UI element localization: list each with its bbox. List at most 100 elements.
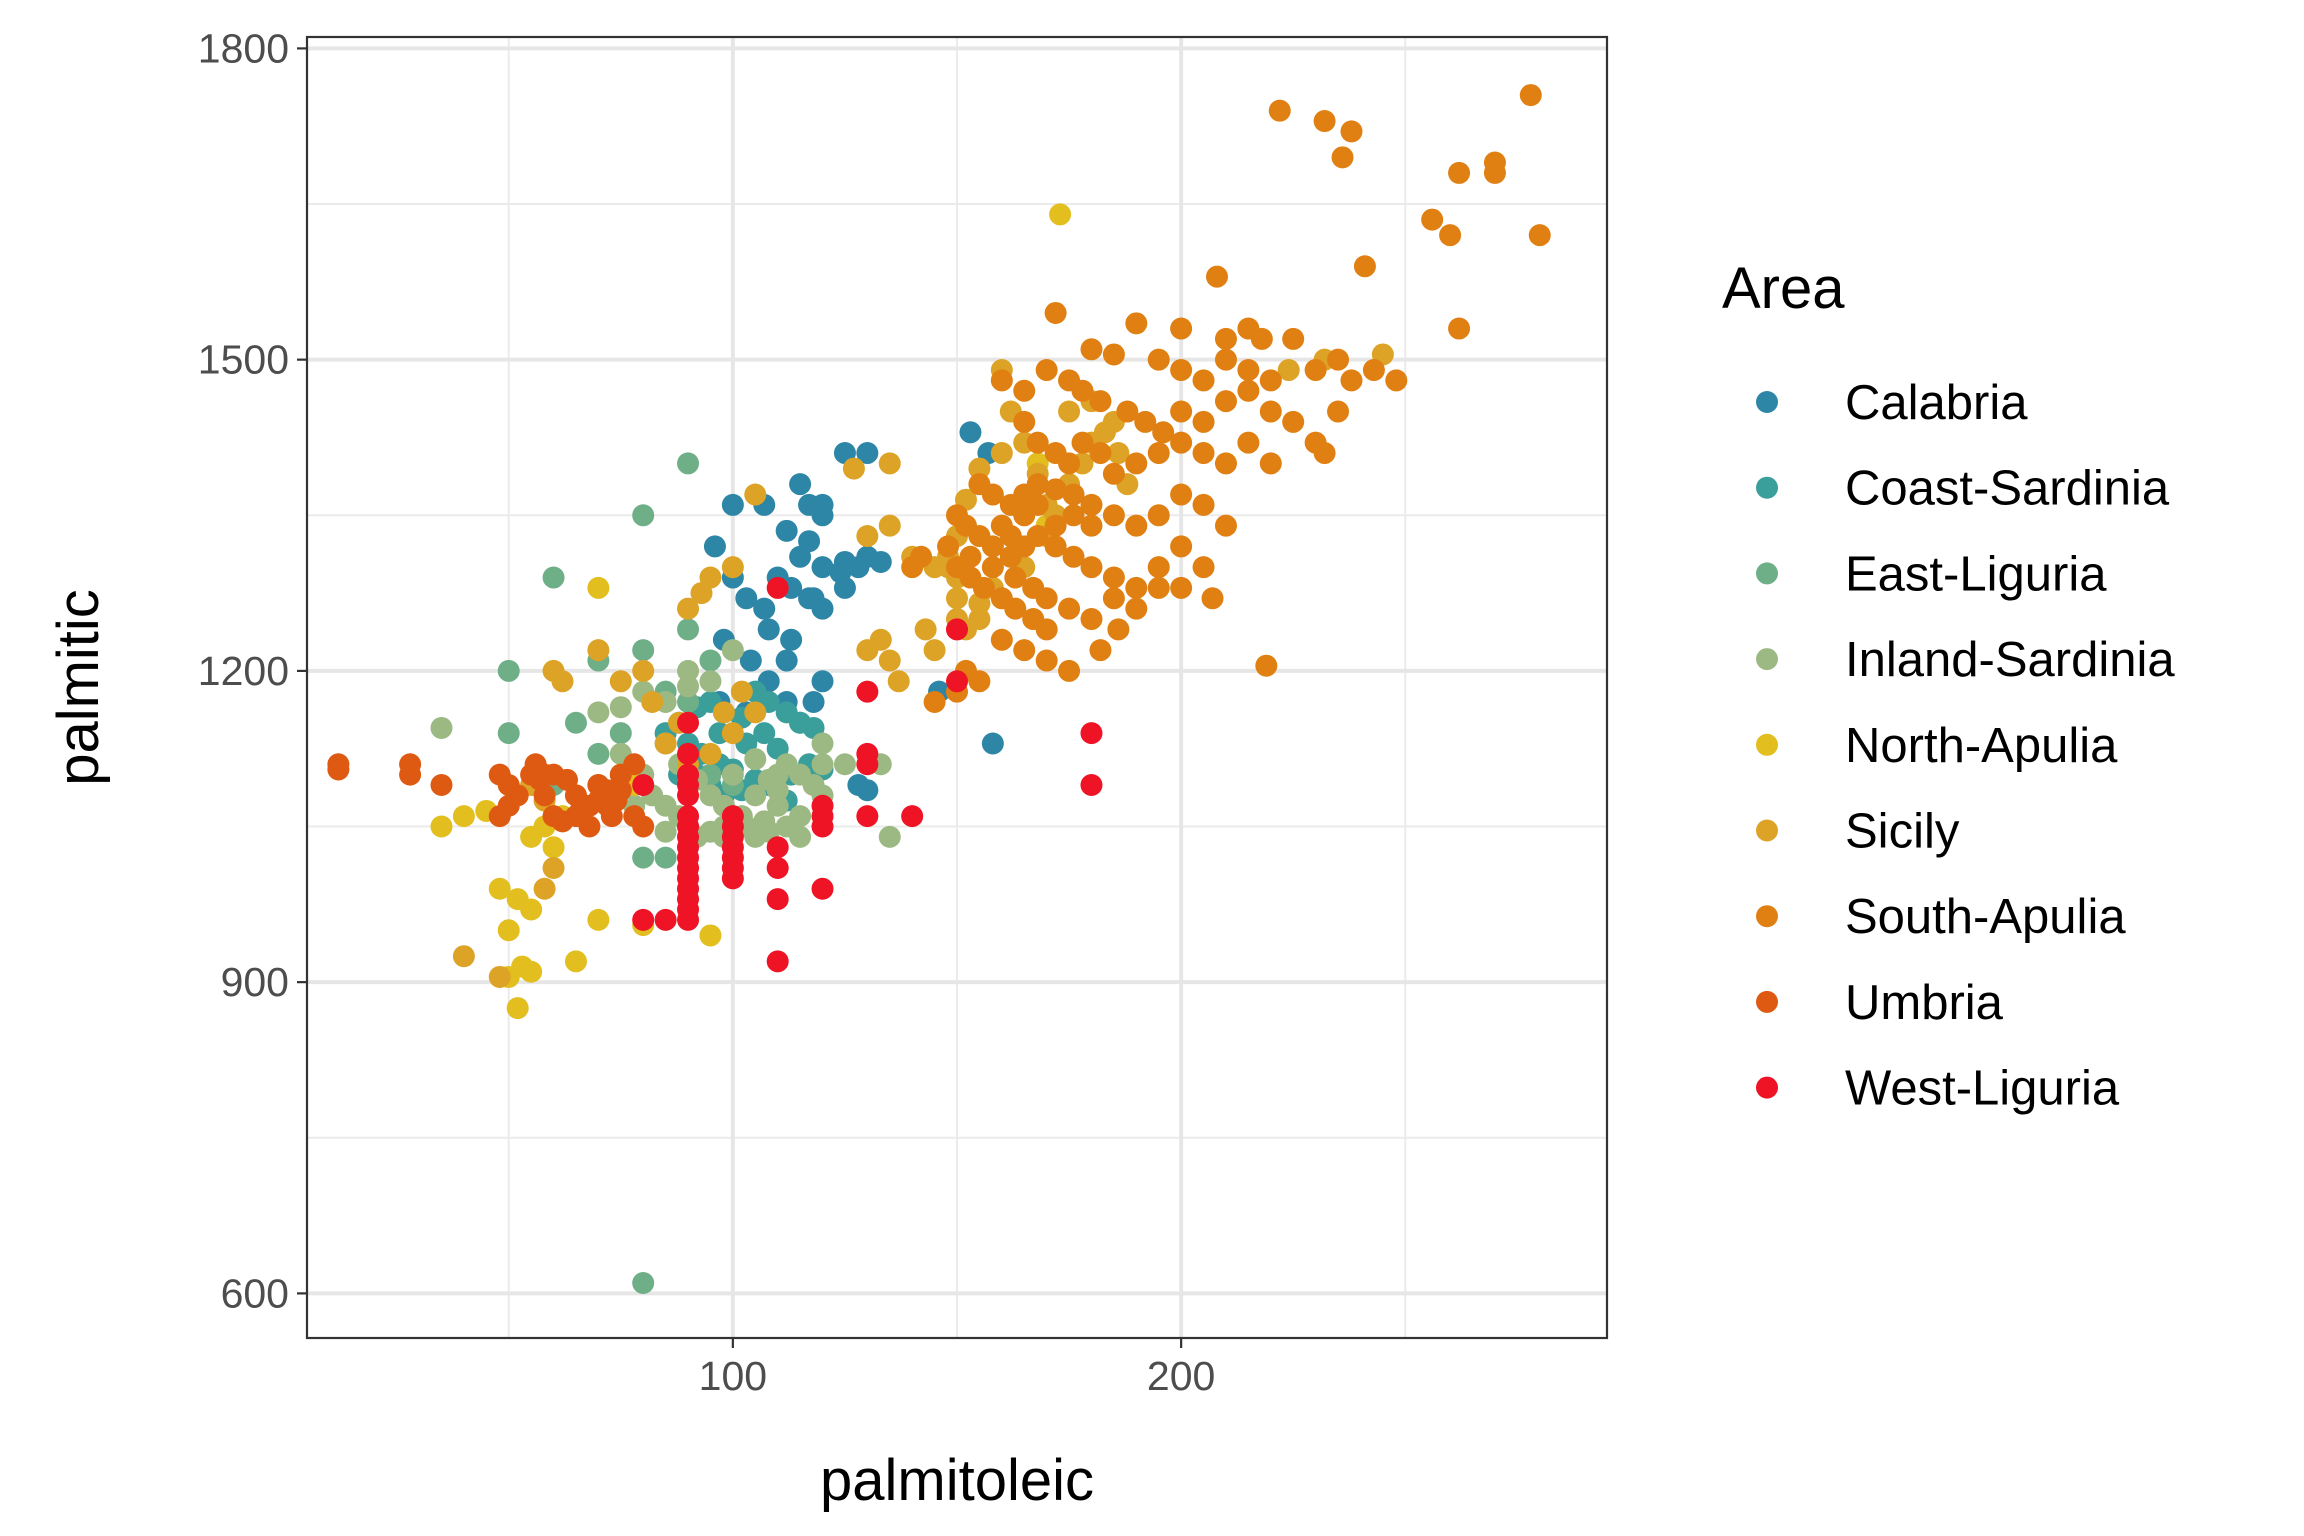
data-point <box>789 473 812 496</box>
data-point <box>1107 618 1130 641</box>
legend-item: Sicily <box>1756 805 1960 859</box>
data-point <box>1214 514 1237 537</box>
data-point <box>632 659 655 682</box>
legend-key <box>1756 990 1778 1013</box>
data-point <box>1170 400 1193 423</box>
data-point <box>1035 359 1058 382</box>
data-point <box>533 877 556 900</box>
y-tick-label: 600 <box>221 1270 289 1316</box>
data-point <box>632 815 655 838</box>
data-point <box>1071 379 1094 402</box>
x-tick-label: 200 <box>1147 1353 1215 1399</box>
data-point <box>1089 639 1112 662</box>
data-point <box>1282 410 1305 433</box>
data-point <box>775 519 798 542</box>
data-point <box>632 504 655 527</box>
data-point <box>901 805 924 828</box>
data-point <box>757 618 780 641</box>
data-point <box>1049 203 1072 226</box>
data-point <box>497 722 520 745</box>
data-point <box>721 556 744 579</box>
data-point <box>959 545 982 568</box>
data-point <box>730 680 753 703</box>
data-point <box>430 716 453 739</box>
data-point <box>520 960 543 983</box>
data-point <box>1013 410 1036 433</box>
data-point <box>1004 597 1027 620</box>
data-point <box>1362 359 1385 382</box>
data-point <box>780 628 803 651</box>
data-point <box>878 514 901 537</box>
data-point <box>1080 338 1103 361</box>
data-point <box>677 691 700 714</box>
data-point <box>632 908 655 931</box>
data-point <box>1102 343 1125 366</box>
data-point <box>1080 774 1103 797</box>
data-point <box>699 742 722 765</box>
data-point <box>766 857 789 880</box>
data-point <box>1421 208 1444 231</box>
data-point <box>699 649 722 672</box>
data-point <box>1125 576 1148 599</box>
data-point <box>654 732 677 755</box>
data-point <box>1259 452 1282 475</box>
data-point <box>721 867 744 890</box>
data-point <box>1102 504 1125 527</box>
data-point <box>914 618 937 641</box>
data-point <box>811 877 834 900</box>
legend-key <box>1756 562 1778 585</box>
data-point <box>946 670 968 693</box>
data-point <box>1170 483 1193 506</box>
data-point <box>1044 478 1067 501</box>
data-point <box>1170 535 1193 558</box>
data-point <box>677 452 700 475</box>
data-point <box>744 784 767 807</box>
data-point <box>1214 348 1237 371</box>
data-point <box>1214 452 1237 475</box>
data-point <box>1327 348 1350 371</box>
data-point <box>587 908 610 931</box>
data-point <box>842 457 865 480</box>
legend-item: South-Apulia <box>1756 890 2126 944</box>
data-point <box>802 587 825 610</box>
data-point <box>1439 224 1462 247</box>
data-point <box>587 701 610 724</box>
x-axis-title: palmitoleic <box>820 1448 1094 1513</box>
data-point <box>1192 410 1215 433</box>
data-point <box>1058 400 1081 423</box>
y-axis-title: palmitic <box>46 589 111 786</box>
data-point <box>878 649 901 672</box>
data-point <box>1192 369 1215 392</box>
data-point <box>856 680 879 703</box>
data-point <box>569 799 592 822</box>
data-point <box>1071 431 1094 454</box>
data-point <box>654 908 677 931</box>
legend-key <box>1756 476 1778 499</box>
data-point <box>1147 576 1170 599</box>
data-point <box>968 670 991 693</box>
legend-title: Area <box>1722 256 1845 321</box>
data-point <box>1044 514 1067 537</box>
legend-key <box>1756 819 1778 842</box>
data-point <box>744 748 767 771</box>
legend-label: Umbria <box>1845 976 2004 1030</box>
data-point <box>1331 146 1354 169</box>
axes: 100 200 600 900 1200 1500 1800 <box>198 25 1216 1399</box>
data-point <box>959 421 982 444</box>
data-point <box>1080 493 1103 516</box>
data-point <box>327 758 350 781</box>
data-point <box>1519 84 1542 107</box>
legend-label: North-Apulia <box>1845 719 2118 773</box>
data-point <box>1107 442 1130 465</box>
data-point <box>878 825 901 848</box>
data-point <box>766 576 789 599</box>
data-point <box>632 1272 655 1295</box>
data-point <box>856 805 879 828</box>
data-point <box>564 950 587 973</box>
data-point <box>699 670 722 693</box>
legend-key <box>1756 733 1778 756</box>
data-point <box>587 742 610 765</box>
data-point <box>1192 442 1215 465</box>
legend-label: Inland-Sardinia <box>1845 633 2175 687</box>
